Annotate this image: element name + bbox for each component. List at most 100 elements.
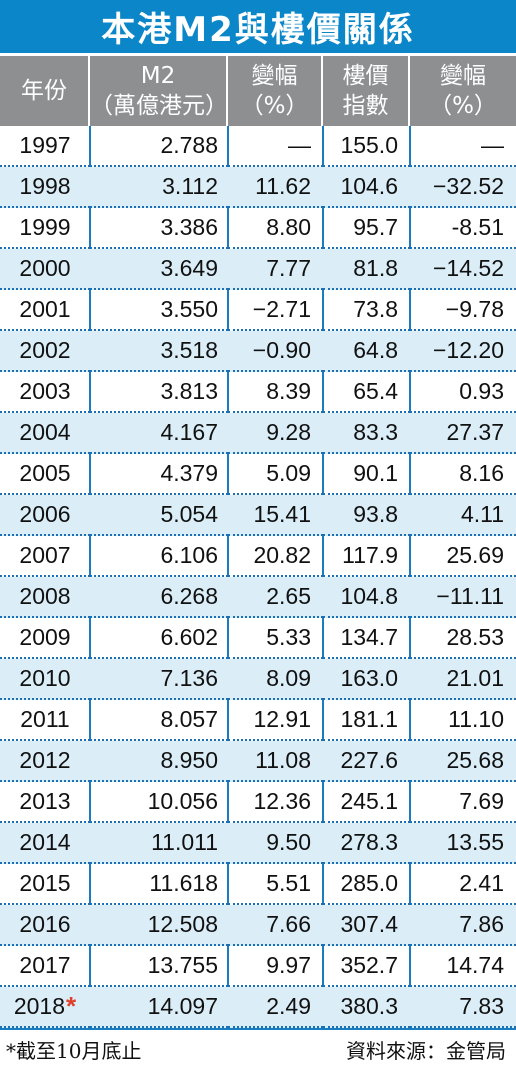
cell-m2-change: 5.09 xyxy=(228,454,323,495)
cell-m2: 4.379 xyxy=(90,454,228,495)
cell-index-change: 0.93 xyxy=(410,372,516,413)
cell-m2-change: −2.71 xyxy=(228,290,323,331)
table-row: 2003 3.813 8.39 65.4 0.93 xyxy=(0,372,516,413)
table-row: 2013 10.056 12.36 245.1 7.69 xyxy=(0,782,516,823)
cell-m2: 4.167 xyxy=(90,413,228,454)
cell-year: 2013 xyxy=(0,782,90,823)
cell-year: 2010 xyxy=(0,659,90,700)
cell-m2-change: 11.62 xyxy=(228,167,323,208)
cell-index-change: 7.69 xyxy=(410,782,516,823)
cell-m2: 12.508 xyxy=(90,905,228,946)
cell-m2-change: 5.51 xyxy=(228,864,323,905)
cell-index-change: 25.68 xyxy=(410,741,516,782)
cell-m2-change: 9.28 xyxy=(228,413,323,454)
cell-m2-change: −0.90 xyxy=(228,331,323,372)
cell-index-change: — xyxy=(410,126,516,167)
table-row: 2010 7.136 8.09 163.0 21.01 xyxy=(0,659,516,700)
cell-m2: 3.386 xyxy=(90,208,228,249)
cell-m2-change: 8.39 xyxy=(228,372,323,413)
cell-index-change: 7.86 xyxy=(410,905,516,946)
table-row: 2009 6.602 5.33 134.7 28.53 xyxy=(0,618,516,659)
table-row: 1999 3.386 8.80 95.7 -8.51 xyxy=(0,208,516,249)
table-row: 2017 13.755 9.97 352.7 14.74 xyxy=(0,946,516,987)
table-row: 2012 8.950 11.08 227.6 25.68 xyxy=(0,741,516,782)
cell-property-index: 155.0 xyxy=(323,126,410,167)
cell-property-index: 134.7 xyxy=(323,618,410,659)
table-row: 2001 3.550 −2.71 73.8 −9.78 xyxy=(0,290,516,331)
cell-m2: 5.054 xyxy=(90,495,228,536)
cell-m2-change: 12.91 xyxy=(228,700,323,741)
cell-year: 2014 xyxy=(0,823,90,864)
cell-index-change: −14.52 xyxy=(410,249,516,290)
cell-index-change: −11.11 xyxy=(410,577,516,618)
cell-m2-change: 20.82 xyxy=(228,536,323,577)
cell-m2-change: 9.97 xyxy=(228,946,323,987)
cell-year: 2003 xyxy=(0,372,90,413)
table-row: 2018 * 14.097 2.49 380.3 7.83 xyxy=(0,987,516,1028)
table-header: 年份 M2 （萬億港元） 變幅 （%） 樓價 指數 變幅 （%） xyxy=(0,56,516,126)
cell-m2-change: 7.77 xyxy=(228,249,323,290)
table-body: 1997 2.788—155.0—1998 3.112 11.62 104.6 −32.5… xyxy=(0,126,516,1028)
cell-m2-change: — xyxy=(228,126,323,167)
cell-year: 1998 xyxy=(0,167,90,208)
header-year: 年份 xyxy=(0,56,90,126)
cell-year: 2016 xyxy=(0,905,90,946)
cell-property-index: 104.8 xyxy=(323,577,410,618)
cell-year: 1999 xyxy=(0,208,90,249)
cell-m2: 11.011 xyxy=(90,823,228,864)
cell-year: 2002 xyxy=(0,331,90,372)
cell-m2: 8.057 xyxy=(90,700,228,741)
cell-year: 2004 xyxy=(0,413,90,454)
cell-year: 2009 xyxy=(0,618,90,659)
cell-index-change: 4.11 xyxy=(410,495,516,536)
cell-m2: 7.136 xyxy=(90,659,228,700)
table-row: 2005 4.379 5.09 90.1 8.16 xyxy=(0,454,516,495)
cell-m2-change: 12.36 xyxy=(228,782,323,823)
header-property-index: 樓價 指數 xyxy=(323,56,410,126)
cell-index-change: −9.78 xyxy=(410,290,516,331)
cell-index-change: 27.37 xyxy=(410,413,516,454)
cell-year: 1997 xyxy=(0,126,90,167)
cell-property-index: 181.1 xyxy=(323,700,410,741)
cell-index-change: 8.16 xyxy=(410,454,516,495)
cell-property-index: 245.1 xyxy=(323,782,410,823)
cell-m2-change: 9.50 xyxy=(228,823,323,864)
footnote: *截至10月底止 xyxy=(6,1038,142,1063)
cell-index-change: 2.41 xyxy=(410,864,516,905)
cell-year: 2018 * xyxy=(0,987,90,1028)
table-row: 1998 3.112 11.62 104.6 −32.52 xyxy=(0,167,516,208)
cell-property-index: 95.7 xyxy=(323,208,410,249)
cell-year: 2008 xyxy=(0,577,90,618)
cell-property-index: 90.1 xyxy=(323,454,410,495)
cell-year: 2007 xyxy=(0,536,90,577)
cell-m2: 10.056 xyxy=(90,782,228,823)
cell-m2: 6.268 xyxy=(90,577,228,618)
cell-property-index: 352.7 xyxy=(323,946,410,987)
cell-property-index: 163.0 xyxy=(323,659,410,700)
cell-m2: 11.618 xyxy=(90,864,228,905)
cell-m2-change: 15.41 xyxy=(228,495,323,536)
cell-property-index: 81.8 xyxy=(323,249,410,290)
cell-year: 2017 xyxy=(0,946,90,987)
cell-year: 2011 xyxy=(0,700,90,741)
cell-property-index: 65.4 xyxy=(323,372,410,413)
table-row: 2016 12.508 7.66 307.4 7.86 xyxy=(0,905,516,946)
cell-property-index: 64.8 xyxy=(323,331,410,372)
cell-property-index: 117.9 xyxy=(323,536,410,577)
source-note: 資料來源：金管局 xyxy=(346,1038,506,1063)
cell-property-index: 73.8 xyxy=(323,290,410,331)
cell-m2: 3.649 xyxy=(90,249,228,290)
cell-property-index: 227.6 xyxy=(323,741,410,782)
cell-index-change: 13.55 xyxy=(410,823,516,864)
header-m2-change: 變幅 （%） xyxy=(228,56,323,126)
cell-property-index: 83.3 xyxy=(323,413,410,454)
cell-m2: 3.112 xyxy=(90,167,228,208)
cell-m2: 13.755 xyxy=(90,946,228,987)
asterisk-mark: * xyxy=(66,991,77,1021)
cell-year: 2015 xyxy=(0,864,90,905)
cell-index-change: 28.53 xyxy=(410,618,516,659)
table-row: 2004 4.167 9.28 83.3 27.37 xyxy=(0,413,516,454)
header-index-change: 變幅 （%） xyxy=(429,63,497,119)
header-m2: M2 （萬億港元） xyxy=(90,56,228,126)
table-row: 2002 3.518 −0.90 64.8 −12.20 xyxy=(0,331,516,372)
